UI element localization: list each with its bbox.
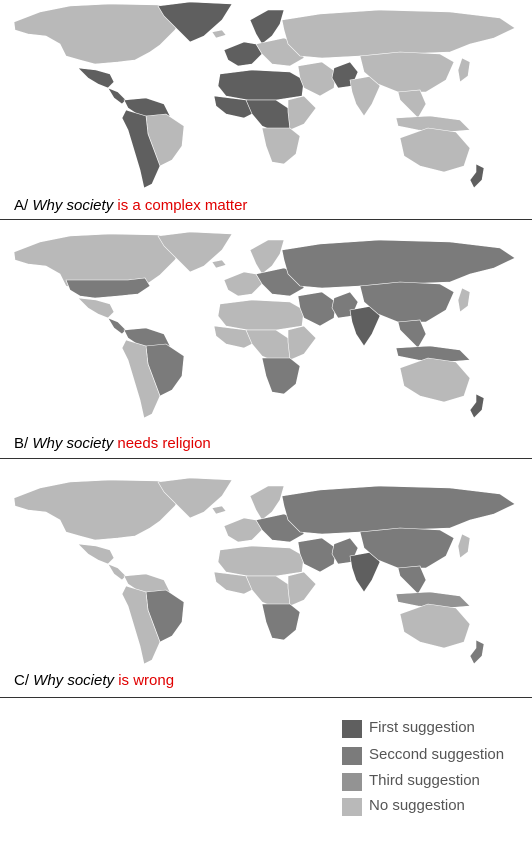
region-australia <box>399 603 471 649</box>
region-central-africa <box>245 329 291 363</box>
region-mexico <box>77 67 115 89</box>
caption-query: Why society <box>33 672 115 689</box>
region-russia <box>281 485 516 535</box>
region-indonesia <box>395 345 471 363</box>
divider-a <box>0 219 532 220</box>
region-japan <box>457 287 471 313</box>
map-panel-a: A/ Why society is a complex matter <box>0 0 532 220</box>
region-greenland <box>157 477 233 519</box>
region-central-africa <box>245 99 291 133</box>
region-china <box>359 527 455 569</box>
region-china <box>359 51 455 93</box>
region-indonesia <box>395 591 471 609</box>
region-scandinavia <box>249 485 285 521</box>
region-new-zealand <box>469 639 485 665</box>
divider-b <box>0 458 532 459</box>
region-new-zealand <box>469 163 485 189</box>
region-scandinavia <box>249 239 285 275</box>
region-japan <box>457 533 471 559</box>
region-central-america <box>107 317 127 335</box>
region-middle-east <box>297 537 337 573</box>
region-east-africa <box>287 95 317 131</box>
map-panel-c: C/ Why society is wrong <box>0 476 532 698</box>
region-central-america <box>107 563 127 581</box>
region-usa <box>65 277 151 299</box>
region-scandinavia <box>249 9 285 45</box>
region-central-africa <box>245 575 291 609</box>
region-western-europe <box>223 41 263 67</box>
region-mexico <box>77 543 115 565</box>
caption-prefix: B/ <box>14 435 33 452</box>
region-north-africa <box>217 69 305 101</box>
divider-c <box>0 697 532 698</box>
region-middle-east <box>297 291 337 327</box>
region-western-europe <box>223 517 263 543</box>
map-caption-a: A/ Why society is a complex matter <box>14 197 247 214</box>
region-south-america-west <box>121 585 161 665</box>
map-caption-b: B/ Why society needs religion <box>14 435 211 452</box>
region-iceland <box>211 505 227 515</box>
legend-swatch-none <box>342 798 362 816</box>
caption-completion: needs religion <box>113 435 211 452</box>
legend-swatch-second <box>342 747 362 765</box>
region-western-europe <box>223 271 263 297</box>
region-south-america-west <box>121 109 161 189</box>
region-russia <box>281 9 516 59</box>
map-panel-b: B/ Why society needs religion <box>0 230 532 460</box>
region-central-america <box>107 87 127 105</box>
caption-prefix: C/ <box>14 672 34 689</box>
region-southeast-asia <box>397 89 427 119</box>
caption-prefix: A/ <box>14 197 33 214</box>
region-north-america <box>13 479 186 541</box>
region-mexico <box>77 297 115 319</box>
world-map-c <box>13 477 516 665</box>
region-australia <box>399 127 471 173</box>
region-southern-africa <box>261 603 301 641</box>
legend-label-second: Seccond suggestion <box>369 746 505 763</box>
caption-query: Why society <box>32 197 114 214</box>
region-south-america-west <box>121 339 161 419</box>
region-middle-east <box>297 61 337 97</box>
region-southeast-asia <box>397 319 427 349</box>
region-russia <box>281 239 516 289</box>
region-southern-africa <box>261 357 301 395</box>
region-east-africa <box>287 571 317 607</box>
region-greenland <box>157 1 233 43</box>
region-greenland <box>157 231 233 273</box>
region-north-africa <box>217 545 305 577</box>
region-indonesia <box>395 115 471 133</box>
region-north-america <box>13 3 186 65</box>
region-iceland <box>211 259 227 269</box>
world-map-a <box>13 1 516 189</box>
region-north-africa <box>217 299 305 331</box>
legend-label-first: First suggestion <box>369 719 475 736</box>
region-japan <box>457 57 471 83</box>
caption-completion: is wrong <box>114 672 175 689</box>
world-map-b <box>13 231 516 419</box>
caption-completion: is a complex matter <box>113 197 248 214</box>
legend-swatch-first <box>342 720 362 738</box>
region-iceland <box>211 29 227 39</box>
legend-label-none: No suggestion <box>369 797 465 814</box>
map-caption-c: C/ Why society is wrong <box>14 672 174 689</box>
caption-query: Why society <box>32 435 114 452</box>
region-new-zealand <box>469 393 485 419</box>
legend-label-third: Third suggestion <box>369 772 480 789</box>
region-southeast-asia <box>397 565 427 595</box>
region-china <box>359 281 455 323</box>
legend-swatch-third <box>342 773 362 791</box>
region-southern-africa <box>261 127 301 165</box>
region-east-africa <box>287 325 317 361</box>
region-australia <box>399 357 471 403</box>
